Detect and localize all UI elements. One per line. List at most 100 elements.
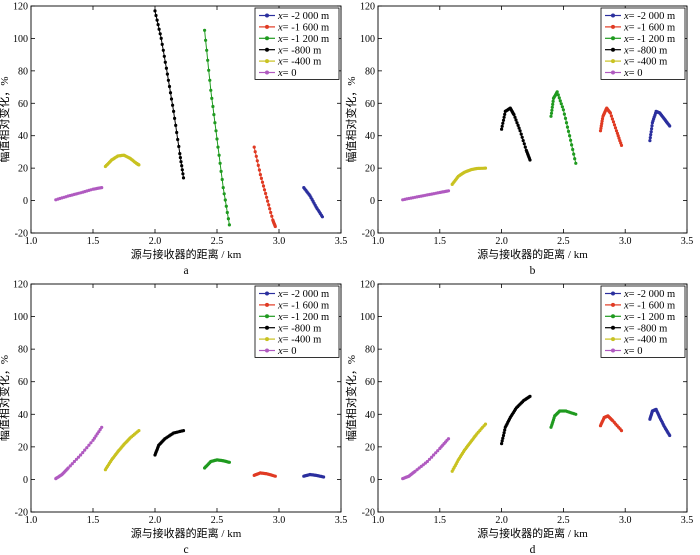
- legend-label: x= -1 600 m: [277, 301, 329, 312]
- data-point: [569, 138, 573, 142]
- legend-label: x= -400 m: [277, 335, 321, 346]
- data-point: [551, 99, 555, 103]
- data-point: [436, 449, 440, 453]
- data-series: [598, 106, 624, 147]
- data-point: [254, 154, 258, 158]
- legend-marker: [611, 70, 615, 75]
- x-tick-label: 2.0: [495, 515, 508, 526]
- y-tick-label: 0: [23, 196, 28, 207]
- x-tick-label: 1.5: [434, 515, 447, 526]
- legend-marker: [611, 13, 615, 18]
- data-point: [650, 127, 654, 131]
- data-point: [612, 123, 617, 127]
- data-point: [568, 134, 572, 138]
- x-tick-label: 3.5: [681, 515, 694, 526]
- x-tick-label: 1.0: [25, 236, 38, 247]
- x-axis-label: 源与接收器的距离 / km: [131, 526, 242, 540]
- data-point: [258, 173, 262, 177]
- data-point: [180, 164, 184, 168]
- data-point: [600, 122, 604, 126]
- data-point: [81, 451, 85, 455]
- legend: x= -2 000 mx= -1 600 mx= -1 200 mx= -800…: [254, 7, 340, 80]
- data-point: [166, 78, 170, 82]
- data-point: [157, 27, 161, 31]
- data-point: [137, 429, 141, 433]
- data-point: [164, 66, 168, 70]
- data-point: [549, 111, 554, 115]
- data-point: [446, 189, 451, 193]
- data-point: [571, 147, 575, 152]
- data-point: [564, 121, 569, 125]
- data-point: [617, 136, 621, 140]
- data-point: [178, 152, 182, 156]
- data-point: [556, 93, 560, 97]
- x-tick-label: 2.5: [211, 515, 224, 526]
- data-point: [528, 158, 532, 162]
- data-point: [563, 116, 568, 120]
- data-point: [600, 117, 605, 121]
- data-point: [618, 139, 622, 143]
- legend-marker: [611, 325, 615, 330]
- data-point: [213, 121, 217, 125]
- y-tick-label: 20: [18, 164, 28, 175]
- y-tick-label: 80: [18, 66, 28, 77]
- data-point: [649, 130, 653, 134]
- legend-label: x= -1 600 m: [623, 23, 675, 34]
- y-tick-label: -20: [15, 508, 28, 519]
- y-axis-label: 幅值相对变化，%: [344, 76, 358, 162]
- data-point: [257, 168, 261, 172]
- data-point: [66, 466, 70, 470]
- data-series: [103, 429, 141, 472]
- data-point: [154, 13, 158, 18]
- x-tick-label: 3.0: [273, 236, 286, 247]
- data-point: [599, 124, 603, 128]
- y-tick-label: 20: [365, 442, 375, 453]
- data-series: [450, 422, 488, 473]
- data-point: [100, 186, 104, 190]
- legend-marker: [611, 59, 615, 64]
- data-point: [619, 141, 623, 145]
- data-point: [502, 115, 506, 119]
- data-point: [619, 143, 624, 147]
- data-point: [179, 160, 183, 164]
- data-point: [252, 145, 256, 149]
- data-point: [220, 177, 224, 182]
- data-point: [613, 126, 618, 130]
- data-point: [217, 153, 221, 157]
- x-axis-label: 源与接收器的距离 / km: [131, 247, 242, 261]
- data-point: [574, 412, 578, 416]
- data-point: [181, 429, 186, 433]
- data-point: [167, 84, 172, 89]
- data-point: [550, 105, 554, 109]
- y-tick-label: 40: [18, 410, 28, 421]
- data-point: [158, 32, 162, 36]
- data-point: [599, 126, 603, 130]
- data-point: [608, 111, 613, 115]
- data-point: [180, 168, 184, 172]
- y-tick-label: 40: [365, 131, 375, 142]
- data-point: [551, 102, 555, 106]
- data-point: [181, 172, 185, 176]
- y-tick-label: 120: [13, 280, 28, 291]
- data-series: [103, 153, 141, 169]
- data-point: [600, 119, 604, 123]
- data-point: [598, 129, 603, 133]
- data-point: [203, 28, 207, 32]
- data-point: [208, 78, 212, 82]
- data-point: [483, 166, 488, 170]
- data-point: [528, 394, 532, 398]
- data-point: [570, 143, 574, 147]
- data-point: [262, 188, 267, 192]
- data-point: [574, 161, 578, 165]
- legend-label: x= -400 m: [623, 57, 667, 68]
- data-series: [598, 414, 624, 433]
- data-point: [224, 204, 228, 208]
- data-point: [519, 132, 523, 136]
- data-point: [214, 129, 218, 133]
- chart-panel-a: 1.0 1.5 2.0 2.5 3.0 3.5 -20 0 20 40 60 80 100 120 源与接收…: [0, 2, 347, 278]
- data-series: [549, 409, 578, 429]
- data-series: [203, 458, 231, 470]
- x-tick-label: 3.0: [273, 515, 286, 526]
- data-point: [427, 457, 432, 461]
- data-point: [523, 145, 527, 149]
